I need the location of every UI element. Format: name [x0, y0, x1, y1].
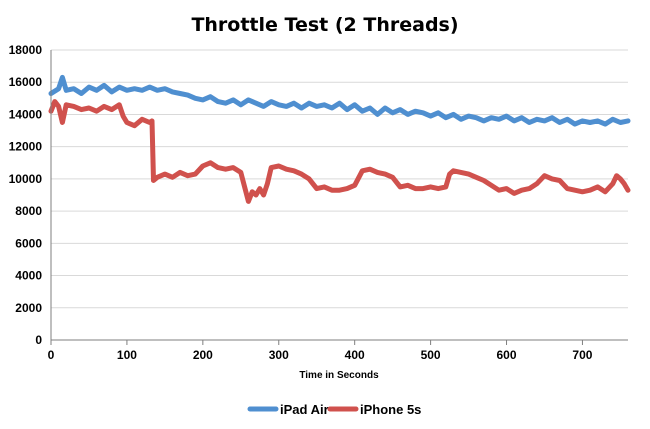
axis-layer: 0200040006000800010000120001400016000180…	[9, 43, 628, 362]
series-layer	[48, 74, 631, 204]
legend-label-0: iPad Air	[280, 402, 329, 417]
y-tick-label: 16000	[9, 75, 43, 89]
y-tick-label: 6000	[15, 236, 42, 250]
x-tick-label: 500	[421, 348, 441, 362]
y-tick-label: 18000	[9, 43, 43, 57]
x-tick-label: 400	[345, 348, 365, 362]
series-line-0	[48, 74, 631, 127]
x-tick-label: 100	[117, 348, 137, 362]
x-tick-label: 300	[269, 348, 289, 362]
y-tick-label: 10000	[9, 172, 43, 186]
legend: iPad Air iPhone 5s	[247, 402, 421, 417]
y-tick-label: 8000	[15, 204, 42, 218]
grid-layer	[51, 49, 628, 309]
legend-label-1: iPhone 5s	[360, 402, 421, 417]
x-tick-label: 200	[193, 348, 213, 362]
y-tick-label: 14000	[9, 107, 43, 121]
series-line-1	[48, 99, 631, 204]
y-tick-label: 2000	[15, 301, 42, 315]
x-tick-label: 0	[48, 348, 55, 362]
y-tick-label: 12000	[9, 140, 43, 154]
x-tick-label: 600	[497, 348, 517, 362]
chart-title: Throttle Test (2 Threads)	[191, 14, 458, 36]
y-tick-label: 0	[35, 333, 42, 347]
y-tick-label: 4000	[15, 269, 42, 283]
x-tick-label: 700	[572, 348, 592, 362]
x-axis-label: Time in Seconds	[299, 370, 379, 381]
